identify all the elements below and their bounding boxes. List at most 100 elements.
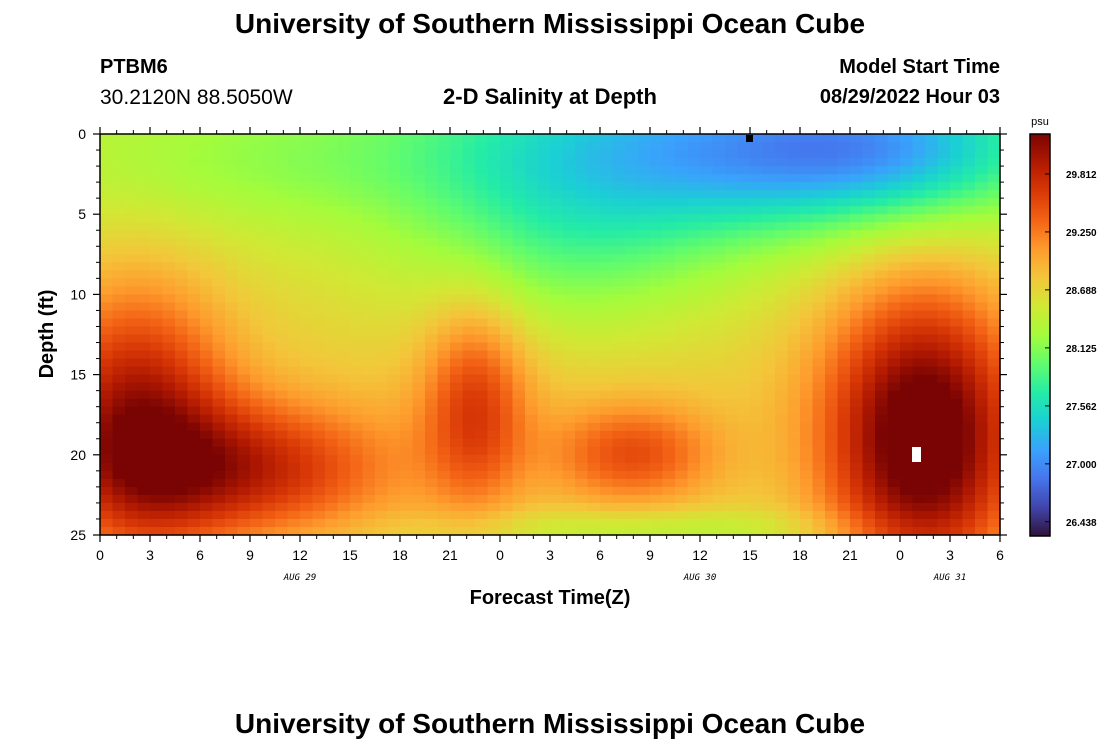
heatmap-cell xyxy=(125,254,139,263)
heatmap-cell xyxy=(875,342,889,352)
heatmap-cell xyxy=(550,518,564,528)
heatmap-cell xyxy=(362,182,376,191)
heatmap-cell xyxy=(125,358,139,368)
heatmap-cell xyxy=(425,166,439,175)
heatmap-cell xyxy=(287,270,301,279)
heatmap-cell xyxy=(625,502,639,512)
heatmap-cell xyxy=(875,214,889,223)
heatmap-cell xyxy=(300,406,314,416)
heatmap-cell xyxy=(187,206,201,215)
heatmap-cell xyxy=(850,302,864,312)
heatmap-cell xyxy=(650,422,664,432)
heatmap-cell xyxy=(675,342,689,352)
heatmap-cell xyxy=(275,294,289,304)
heatmap-cell xyxy=(687,382,701,392)
heatmap-cell xyxy=(637,406,651,416)
heatmap-cell xyxy=(500,238,514,247)
heatmap-cell xyxy=(675,446,689,456)
heatmap-cell xyxy=(575,518,589,528)
heatmap-cell xyxy=(212,214,226,223)
heatmap-cell xyxy=(712,350,726,360)
heatmap-cell xyxy=(812,262,826,271)
heatmap-cell xyxy=(475,502,489,512)
heatmap-cell xyxy=(800,502,814,512)
model-start-value: 08/29/2022 Hour 03 xyxy=(819,86,1000,108)
heatmap-cell xyxy=(312,214,326,223)
heatmap-cell xyxy=(575,398,589,408)
heatmap-cell xyxy=(100,462,114,472)
heatmap-cell xyxy=(525,270,539,279)
heatmap-cell xyxy=(275,366,289,376)
heatmap-cell xyxy=(225,470,239,480)
heatmap-cell xyxy=(975,398,989,408)
heatmap-cell xyxy=(212,166,226,175)
heatmap-cell xyxy=(962,374,976,384)
heatmap-cell xyxy=(587,150,601,159)
heatmap-cell xyxy=(275,198,289,207)
heatmap-cell xyxy=(250,310,264,320)
heatmap-cell xyxy=(387,366,401,376)
heatmap-cell xyxy=(712,174,726,183)
heatmap-cell xyxy=(112,382,126,392)
heatmap-cell xyxy=(975,142,989,151)
heatmap-cell xyxy=(550,366,564,376)
heatmap-cell xyxy=(275,278,289,287)
heatmap-cell xyxy=(625,462,639,472)
heatmap-cell xyxy=(650,158,664,167)
heatmap-cell xyxy=(975,470,989,480)
heatmap-cell xyxy=(575,182,589,191)
heatmap-cell xyxy=(387,230,401,239)
heatmap-cell xyxy=(187,438,201,448)
heatmap-cell xyxy=(687,350,701,360)
heatmap-cell xyxy=(587,382,601,392)
heatmap-cell xyxy=(137,478,151,488)
heatmap-cell xyxy=(912,326,926,336)
heatmap-cell xyxy=(887,142,901,151)
heatmap-cell xyxy=(650,238,664,247)
heatmap-cell xyxy=(550,398,564,408)
heatmap-cell xyxy=(600,526,614,536)
heatmap-cell xyxy=(962,214,976,223)
heatmap-cell xyxy=(775,382,789,392)
heatmap-cell xyxy=(100,286,114,295)
heatmap-cell xyxy=(162,422,176,432)
heatmap-cell xyxy=(225,174,239,183)
heatmap-cell xyxy=(862,358,876,368)
heatmap-cell xyxy=(875,470,889,480)
heatmap-cell xyxy=(150,502,164,512)
heatmap-cell xyxy=(637,526,651,536)
heatmap-cell xyxy=(550,502,564,512)
heatmap-cell xyxy=(162,238,176,247)
heatmap-cell xyxy=(212,518,226,528)
heatmap-cell xyxy=(350,262,364,271)
heatmap-cell xyxy=(275,422,289,432)
heatmap-cell xyxy=(237,398,251,408)
heatmap-cell xyxy=(462,294,476,304)
heatmap-cell xyxy=(737,486,751,496)
heatmap-cell xyxy=(512,158,526,167)
colorbar: psu29.81229.25028.68828.12527.56227.0002… xyxy=(1029,116,1097,537)
heatmap-cell xyxy=(387,486,401,496)
heatmap-cell xyxy=(862,430,876,440)
colorbar-gradient xyxy=(1029,133,1051,537)
heatmap-cell xyxy=(825,270,839,279)
heatmap-cell xyxy=(425,278,439,287)
heatmap-cell xyxy=(562,486,576,496)
heatmap-cell xyxy=(412,190,426,199)
heatmap-cell xyxy=(575,526,589,536)
heatmap-cell xyxy=(225,350,239,360)
heatmap-cell xyxy=(387,198,401,207)
heatmap-cell xyxy=(450,486,464,496)
heatmap-cell xyxy=(512,134,526,143)
heatmap-cell xyxy=(287,462,301,472)
heatmap-cell xyxy=(712,390,726,400)
heatmap-cell xyxy=(925,142,939,151)
heatmap-cell xyxy=(400,430,414,440)
heatmap-cell xyxy=(750,502,764,512)
heatmap-cell xyxy=(725,158,739,167)
heatmap-cell xyxy=(775,158,789,167)
heatmap-cell xyxy=(450,286,464,295)
heatmap-cell xyxy=(950,350,964,360)
heatmap-cell xyxy=(400,294,414,304)
